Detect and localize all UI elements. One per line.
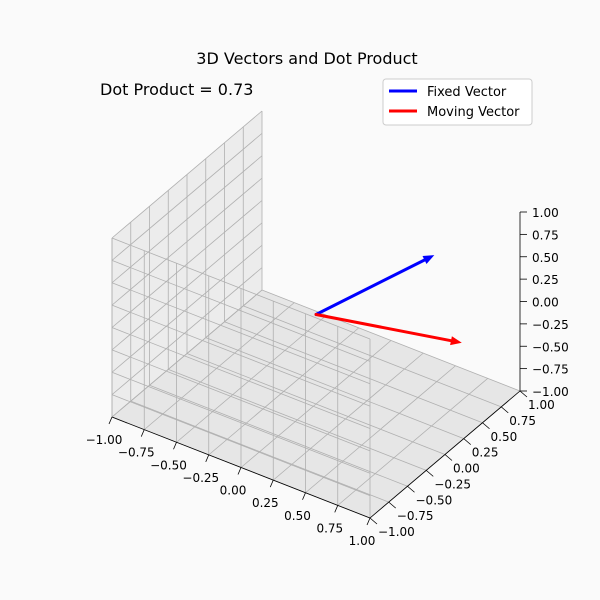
grid-line bbox=[111, 133, 263, 261]
y-axis-tick bbox=[463, 438, 472, 445]
z-axis-tick-label: −0.50 bbox=[532, 340, 569, 354]
grid-line bbox=[111, 327, 371, 429]
grid-line bbox=[111, 260, 371, 362]
grid-line bbox=[272, 352, 424, 481]
grid-lines bbox=[111, 110, 521, 519]
grid-line bbox=[111, 200, 263, 328]
y-axis-tick bbox=[388, 501, 397, 509]
z-axis-tick-label: −0.25 bbox=[532, 318, 569, 332]
grid-line bbox=[186, 353, 446, 455]
moving-vector-shaft bbox=[314, 313, 453, 343]
grid-line bbox=[243, 305, 502, 408]
x-axis-ticks: −1.00−0.75−0.50−0.250.00 0.25 0.50 0.75 1.00 bbox=[86, 416, 376, 548]
y-axis-tick bbox=[444, 454, 453, 461]
fixed-vector-arrowhead bbox=[422, 255, 435, 264]
x-axis-tick-label: −0.50 bbox=[150, 458, 187, 472]
legend-moving-label: Moving Vector bbox=[427, 105, 520, 120]
x-axis-tick bbox=[269, 479, 274, 488]
dot-product-annotation: Dot Product = 0.73 bbox=[100, 80, 253, 99]
y-axis-tick bbox=[519, 390, 528, 398]
chart-title: 3D Vectors and Dot Product bbox=[196, 49, 417, 68]
y-axis-tick bbox=[407, 485, 415, 493]
grid-line bbox=[261, 289, 521, 392]
grid-line bbox=[337, 378, 489, 506]
y-axis-tick-label: −1.00 bbox=[378, 525, 415, 539]
y-axis-tick bbox=[425, 470, 434, 477]
vectors bbox=[314, 255, 462, 346]
grid-line bbox=[111, 177, 263, 306]
z-axis-tick-label: 1.00 bbox=[532, 206, 559, 220]
y-axis-tick-label: 1.00 bbox=[528, 398, 555, 412]
x-axis-tick-label: 1.00 bbox=[349, 534, 376, 548]
z-axis-tick-label: −1.00 bbox=[532, 385, 569, 399]
fixed-vector-shaft bbox=[314, 258, 426, 316]
grid-line bbox=[305, 365, 456, 494]
x-axis-tick bbox=[302, 492, 306, 500]
x-axis-tick bbox=[205, 454, 210, 463]
z-axis-tick-label: 0.75 bbox=[532, 228, 559, 242]
grid-line bbox=[111, 282, 371, 385]
x-axis-tick-label: 0.00 bbox=[220, 484, 247, 498]
y-axis-tick-label: 0.50 bbox=[491, 430, 518, 444]
y-axis-tick-label: −0.25 bbox=[434, 477, 471, 491]
x-axis-tick-label: −0.75 bbox=[118, 446, 155, 460]
x-axis-tick bbox=[237, 467, 242, 475]
legend-box bbox=[382, 78, 533, 126]
x-axis-tick bbox=[334, 505, 339, 513]
grid-line bbox=[205, 337, 464, 439]
x-axis-tick bbox=[173, 442, 177, 450]
grid-line bbox=[224, 321, 483, 424]
grid-line bbox=[111, 304, 371, 407]
y-axis-tick-label: 0.75 bbox=[509, 414, 536, 428]
x-axis-tick-label: −0.25 bbox=[182, 471, 219, 485]
y-axis-tick bbox=[500, 406, 509, 414]
legend-fixed-label: Fixed Vector bbox=[427, 85, 507, 100]
y-axis-tick bbox=[369, 517, 378, 525]
y-axis-tick-label: 0.00 bbox=[453, 462, 480, 476]
y-axis-ticks: −1.00 −0.75 −0.50 −0.250.00 0.25 0.50 0.75 1.00 bbox=[369, 390, 555, 539]
y-axis-tick bbox=[482, 422, 490, 430]
z-axis-tick-label: 0.50 bbox=[532, 251, 559, 265]
x-axis-tick-label: 0.25 bbox=[252, 496, 279, 510]
grid-line bbox=[111, 110, 263, 239]
x-axis-tick bbox=[108, 416, 113, 425]
z-axis-tick-label: 0.25 bbox=[532, 273, 559, 287]
z-axis-tick-label: 0.00 bbox=[532, 296, 559, 310]
legend: Fixed Vector Moving Vector bbox=[382, 78, 533, 126]
z-axis-ticks: −1.00 −0.75 −0.50 −0.25 0.00 0.25 0.50 0.75 1.00 bbox=[520, 206, 569, 399]
grid-line bbox=[111, 237, 371, 340]
grid-line bbox=[111, 155, 263, 284]
x-axis-tick bbox=[366, 517, 371, 526]
y-axis-tick-label: 0.25 bbox=[472, 446, 499, 460]
y-axis-tick-label: −0.50 bbox=[416, 493, 453, 507]
z-axis-tick-label: −0.75 bbox=[532, 363, 569, 377]
moving-vector-arrowhead bbox=[450, 336, 462, 346]
x-axis-tick-label: 0.75 bbox=[316, 521, 343, 535]
y-axis-tick-label: −0.75 bbox=[397, 509, 434, 523]
x-axis-tick-label: 0.50 bbox=[284, 509, 311, 523]
x-axis-tick bbox=[140, 429, 145, 437]
x-axis-tick-label: −1.00 bbox=[86, 433, 123, 447]
